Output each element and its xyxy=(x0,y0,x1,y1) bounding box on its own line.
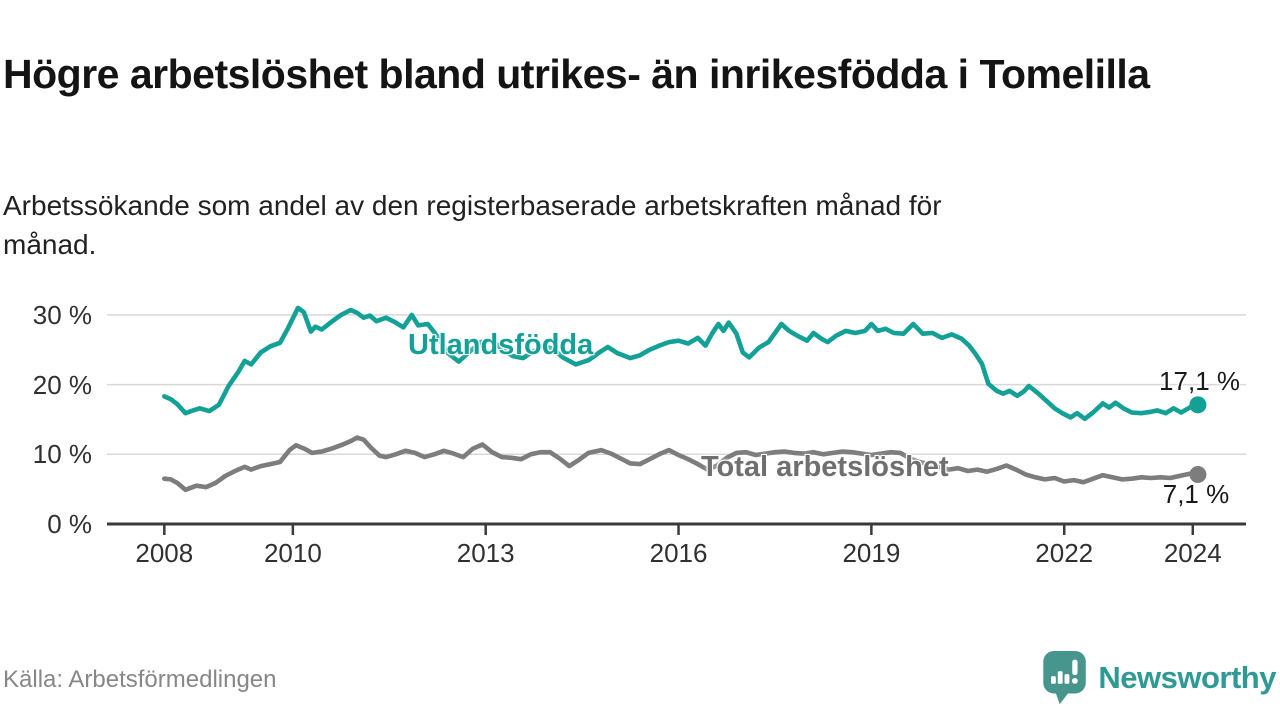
series-line-total-arbetsloshet xyxy=(162,435,1201,493)
x-axis-label: 2022 xyxy=(1035,538,1094,568)
newsworthy-logo: Newsworthy xyxy=(1042,650,1276,706)
end-value-label-total: 7,1 % xyxy=(1162,479,1230,509)
newsworthy-logo-icon xyxy=(1043,650,1087,705)
end-dot-total xyxy=(1189,466,1207,484)
source-note: Källa: Arbetsförmedlingen xyxy=(3,666,277,693)
newsworthy-logo-text: Newsworthy xyxy=(1098,660,1276,695)
end-dot-utlandsfodda xyxy=(1189,396,1207,414)
series-label-total-arbetsloshet: Total arbetslöshet xyxy=(701,451,949,483)
x-axis-label: 2010 xyxy=(263,538,322,568)
series-label-utlandsfodda: Utlandsfödda xyxy=(408,329,594,361)
y-axis-label: 20 % xyxy=(32,369,92,400)
x-axis-label: 2016 xyxy=(649,538,708,568)
page-subtitle: Arbetssökande som andel av den registerb… xyxy=(3,190,942,261)
page-title: Högre arbetslöshet bland utrikes- än inr… xyxy=(3,51,1150,98)
x-axis-label: 2019 xyxy=(842,538,901,568)
x-axis-label: 2013 xyxy=(456,538,515,568)
y-axis-label: 0 % xyxy=(47,509,92,539)
y-axis-label: 10 % xyxy=(32,439,92,470)
end-value-label-utlandsfodda: 17,1 % xyxy=(1159,366,1240,396)
y-axis-label: 30 % xyxy=(32,299,92,330)
series-line-utlandsfodda xyxy=(162,305,1201,422)
x-axis-label: 2024 xyxy=(1163,538,1222,568)
x-axis-label: 2008 xyxy=(135,538,194,568)
